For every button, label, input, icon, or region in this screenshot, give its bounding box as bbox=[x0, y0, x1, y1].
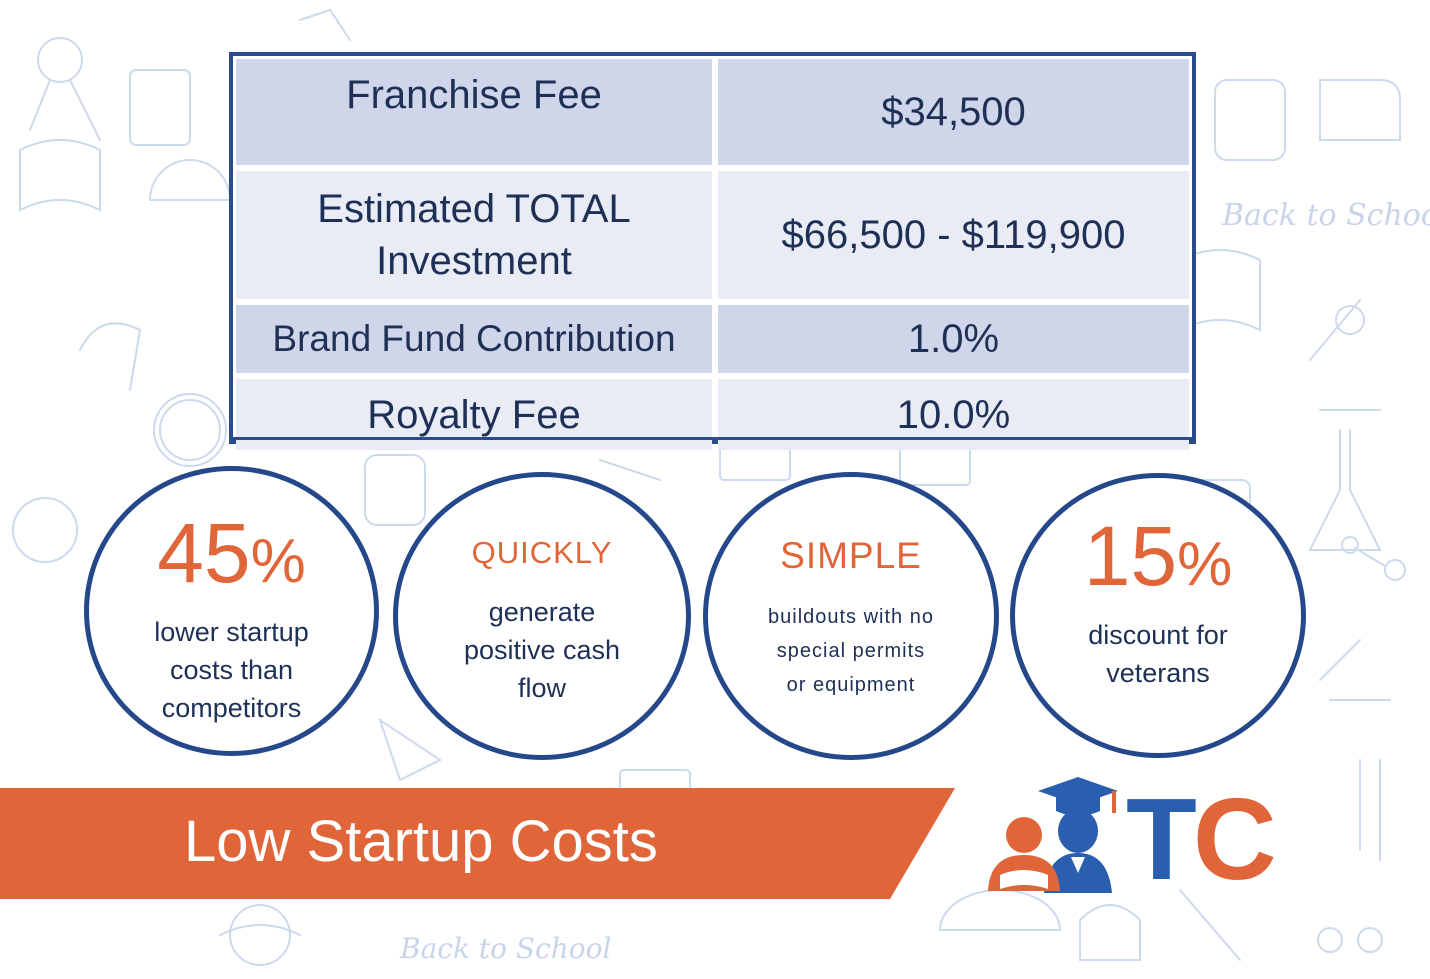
stat-percentage: 15% bbox=[1015, 514, 1301, 598]
table-row-1-value: $34,500 bbox=[718, 59, 1189, 165]
logo-letter-t: T bbox=[1126, 774, 1197, 904]
table-row-2-label: Estimated TOTAL Investment bbox=[236, 171, 712, 299]
desc-line: lower startup bbox=[154, 617, 309, 647]
desc-line: buildouts with no bbox=[768, 606, 934, 628]
doodle-text-top: Back to School bbox=[1221, 198, 1430, 233]
banner-shape bbox=[0, 788, 955, 899]
desc-line: discount for bbox=[1088, 620, 1228, 650]
title-banner: Low Startup Costs bbox=[0, 788, 955, 899]
stat-number: 15 bbox=[1083, 509, 1178, 603]
table-row-2-value: $66,500 - $119,900 bbox=[718, 171, 1189, 299]
desc-line: flow bbox=[517, 673, 566, 703]
highlight-circle-lower-costs: 45% lower startup costs than competitors bbox=[84, 466, 379, 756]
doodle-text-bottom: Back to School bbox=[399, 932, 611, 965]
stat-percent-sign: % bbox=[250, 527, 306, 596]
banner-title: Low Startup Costs bbox=[184, 809, 658, 874]
highlight-description: generate positive cash flow bbox=[418, 593, 666, 707]
graduation-cap-icon bbox=[1038, 777, 1118, 816]
desc-line: competitors bbox=[161, 693, 302, 723]
student-icon bbox=[988, 817, 1060, 891]
table-row-1-label: Franchise Fee bbox=[236, 59, 712, 165]
logo-text: TC bbox=[1126, 781, 1277, 897]
highlight-heading: SIMPLE bbox=[780, 535, 922, 576]
table-row-4-value: 10.0% bbox=[718, 379, 1189, 450]
teacher-icon bbox=[1044, 809, 1112, 893]
stat-number: 45 bbox=[157, 506, 251, 600]
desc-line: special permits bbox=[776, 640, 926, 662]
table-row-3-value: 1.0% bbox=[718, 305, 1189, 373]
desc-line: or equipment bbox=[786, 674, 916, 696]
highlight-circle-cash-flow: QUICKLY generate positive cash flow bbox=[393, 472, 691, 760]
desc-line: veterans bbox=[1106, 658, 1210, 688]
desc-line: positive cash bbox=[463, 635, 621, 665]
highlight-description: buildouts with no special permits or equ… bbox=[728, 600, 974, 702]
logo-letter-c: C bbox=[1192, 774, 1277, 904]
highlight-circle-veterans: 15% discount for veterans bbox=[1010, 473, 1306, 758]
stat-description: discount for veterans bbox=[1035, 616, 1281, 692]
logo-figures bbox=[988, 777, 1118, 893]
stat-description: lower startup costs than competitors bbox=[109, 613, 354, 727]
fee-table: Franchise Fee $34,500 Estimated TOTAL In… bbox=[229, 52, 1196, 450]
table-row-4-label: Royalty Fee bbox=[236, 379, 712, 450]
highlight-heading: QUICKLY bbox=[471, 535, 613, 570]
table-row-3-label: Brand Fund Contribution bbox=[236, 305, 712, 373]
desc-line: generate bbox=[488, 597, 596, 627]
stat-percentage: 45% bbox=[89, 511, 374, 595]
company-logo: TC bbox=[978, 773, 1308, 903]
desc-line: costs than bbox=[169, 655, 294, 685]
highlight-circle-simple: SIMPLE buildouts with no special permits… bbox=[703, 472, 999, 760]
stat-percent-sign: % bbox=[1177, 530, 1233, 599]
